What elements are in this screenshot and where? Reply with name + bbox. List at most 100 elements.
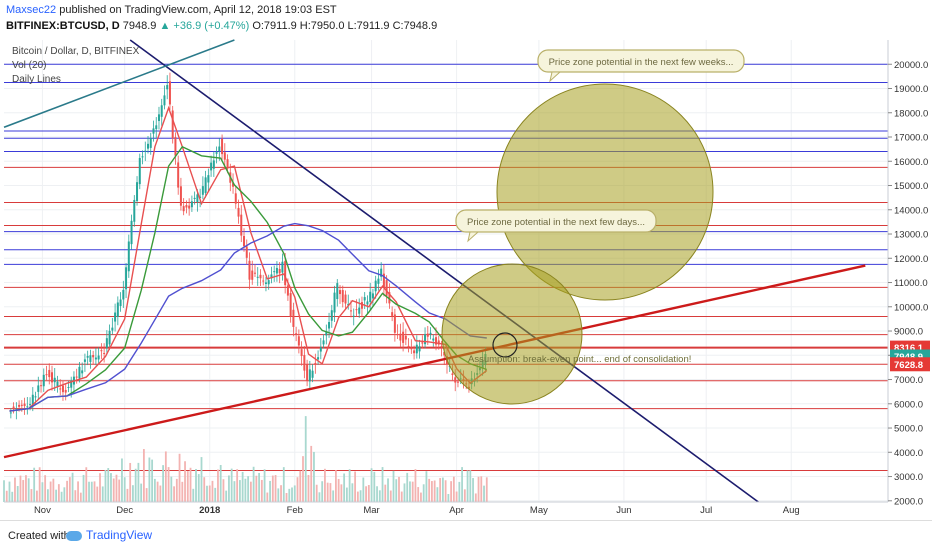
candle (377, 278, 380, 284)
candle (23, 403, 26, 407)
volume-bar (52, 478, 55, 502)
volume-bar (447, 493, 450, 502)
candle (284, 261, 287, 286)
symbol-name[interactable]: BITFINEX:BTCUSD, D (6, 20, 120, 32)
volume-bar (115, 474, 118, 502)
candle (152, 128, 155, 134)
candle (56, 381, 59, 387)
volume-bar (422, 484, 425, 502)
price-zone-days-circle[interactable] (441, 263, 583, 405)
author-link[interactable]: Maxsec22 (6, 4, 57, 16)
volume-bar (367, 485, 370, 502)
volume-bar (137, 462, 140, 502)
volume-bar (22, 480, 25, 502)
candle (358, 307, 361, 314)
price-zone-weeks-circle[interactable] (496, 83, 714, 301)
volume-bar (409, 481, 411, 502)
candle (144, 150, 147, 152)
candle (193, 197, 196, 200)
volume-bar (74, 490, 77, 502)
candle (31, 394, 34, 405)
candle (435, 337, 438, 345)
volume-bar (417, 487, 420, 502)
price-tick-label: 13000.0 (894, 230, 928, 241)
time-tick-label: May (530, 505, 548, 515)
candle (210, 162, 213, 171)
plot-background (4, 40, 888, 502)
candle (393, 314, 396, 333)
volume-bar (5, 490, 8, 502)
volume-bar (27, 478, 30, 502)
volume-bar (485, 477, 488, 502)
chart-legend-daily-lines[interactable]: Daily Lines (12, 74, 61, 85)
chart-legend-title: Bitcoin / Dollar, D, BITFINEX (12, 46, 140, 57)
volume-bar (324, 468, 326, 502)
candle (204, 177, 207, 193)
volume-bar (260, 479, 263, 502)
volume-bar (49, 481, 52, 502)
candle (223, 152, 226, 160)
candle (413, 350, 416, 354)
candle (451, 373, 454, 375)
candle (281, 261, 284, 273)
volume-bar (178, 453, 181, 502)
volume-bar (33, 467, 36, 502)
price-chart[interactable]: Price zone potential in the next few wee… (0, 38, 932, 516)
time-tick-label: Mar (363, 505, 379, 515)
break-even-circle[interactable] (492, 332, 518, 358)
volume-bar (44, 475, 47, 502)
candle (226, 159, 229, 168)
chart-legend-volume[interactable]: Vol (20) (12, 60, 47, 71)
chart-area[interactable]: Price zone potential in the next few wee… (0, 38, 932, 516)
candle (369, 291, 372, 302)
candle (424, 334, 427, 345)
price-axis[interactable] (888, 40, 932, 502)
volume-bar (14, 477, 16, 502)
candle (275, 267, 278, 274)
candle (147, 143, 150, 149)
candle (360, 302, 363, 309)
volume-bar (238, 480, 241, 502)
candle (415, 344, 418, 354)
trendline[interactable] (3, 39, 235, 129)
volume-bar (82, 474, 85, 502)
trendline[interactable] (129, 39, 759, 503)
candle (94, 357, 97, 360)
volume-bar (433, 480, 436, 502)
volume-bar (249, 481, 252, 502)
volume-bar (175, 478, 178, 502)
volume-bar (411, 481, 414, 502)
candle (404, 335, 407, 340)
volume-bar (16, 486, 19, 502)
callout-weeks-box[interactable] (537, 49, 745, 73)
time-tick-label: Nov (34, 505, 51, 515)
volume-bar (439, 478, 442, 502)
candle (166, 85, 169, 90)
volume-bar (121, 458, 123, 502)
chart-header: Maxsec22 published on TradingView.com, A… (0, 0, 932, 36)
price-tick-label: 20000.0 (894, 60, 928, 71)
candle (402, 331, 405, 343)
volume-bar (241, 471, 244, 502)
candle (240, 214, 243, 236)
volume-bar (392, 470, 395, 502)
volume-bar (373, 471, 376, 502)
candle (306, 364, 309, 381)
candle (188, 205, 191, 209)
price-change: +36.9 (+0.47%) (173, 20, 250, 32)
candle (37, 385, 40, 392)
tradingview-logo[interactable]: TradingView (66, 528, 152, 542)
time-axis[interactable] (4, 502, 888, 515)
candle (243, 236, 246, 247)
volume-bar (400, 491, 403, 502)
tradingview-icon (66, 530, 82, 541)
callout-days-box[interactable] (455, 209, 657, 233)
volume-bar (41, 482, 44, 502)
volume-bar (173, 486, 175, 502)
volume-bar (88, 481, 90, 502)
volume-bar (425, 471, 428, 502)
trendline[interactable] (3, 264, 866, 459)
volume-bar (206, 485, 208, 502)
time-tick-label: Aug (783, 505, 800, 515)
price-tick-label: 18000.0 (894, 108, 928, 119)
